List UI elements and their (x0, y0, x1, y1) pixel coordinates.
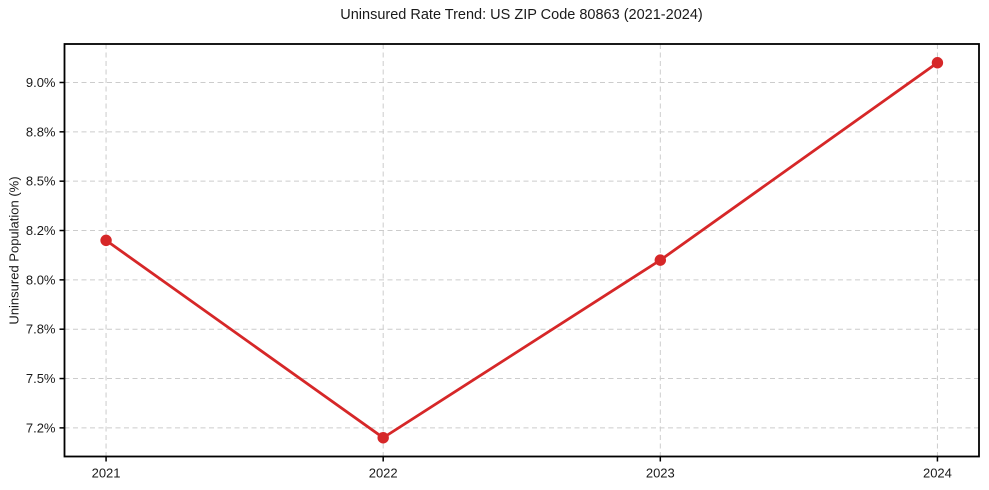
y-tick-label: 7.2% (26, 420, 56, 435)
trend-line (104, 61, 939, 440)
plot-background (64, 44, 979, 457)
y-tick-label: 9.0% (26, 75, 56, 90)
y-tick-label: 8.5% (26, 174, 56, 189)
y-tick-label: 8.2% (26, 223, 56, 238)
x-tick-label: 2023 (646, 466, 675, 481)
data-point-2023 (654, 254, 667, 266)
y-tick-label: 7.8% (26, 322, 56, 337)
x-tick-label: 2024 (923, 466, 952, 481)
chart-title: Uninsured Rate Trend: US ZIP Code 80863 … (340, 7, 703, 23)
data-point-2024 (931, 57, 944, 69)
data-point-2021 (100, 234, 112, 247)
x-tick-label: 2022 (369, 466, 398, 481)
y-tick-label: 7.5% (26, 371, 56, 386)
plot-border (63, 43, 980, 458)
x-tick-label: 2021 (92, 466, 121, 481)
data-point-2022 (377, 432, 389, 444)
y-tick-label: 8.0% (26, 272, 56, 287)
y-tick-label: 8.8% (26, 124, 56, 139)
